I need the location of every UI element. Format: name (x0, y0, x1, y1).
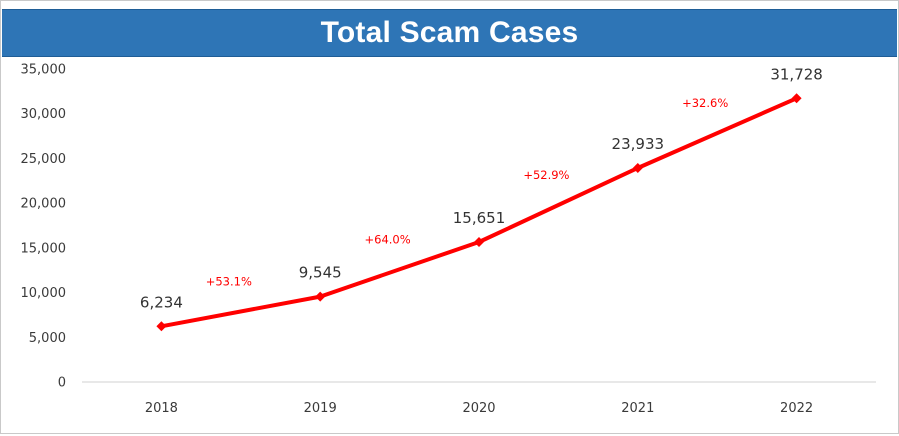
y-tick-label: 5,000 (29, 331, 66, 346)
y-axis-ticks: 0 5,000 10,000 15,000 20,000 25,000 30,000 35,0… (21, 63, 67, 391)
growth-annotations: +53.1% +64.0% +52.9% +32.6% (206, 96, 729, 288)
data-point-marker (632, 162, 643, 173)
y-tick-label: 0 (58, 376, 66, 391)
data-labels: 6,234 9,545 15,651 23,933 31,728 (140, 65, 823, 311)
x-tick-label: 2021 (621, 401, 654, 416)
y-tick-label: 35,000 (21, 63, 67, 78)
data-point-marker (315, 291, 326, 302)
y-tick-label: 15,000 (21, 241, 67, 256)
x-tick-label: 2022 (780, 401, 813, 416)
y-tick-label: 10,000 (21, 286, 67, 301)
x-tick-label: 2018 (145, 401, 178, 416)
data-label: 15,651 (453, 209, 506, 227)
growth-annotation: +53.1% (206, 274, 252, 288)
x-tick-label: 2020 (462, 401, 495, 416)
chart-title: Total Scam Cases (320, 16, 579, 49)
y-tick-label: 25,000 (21, 152, 67, 167)
y-tick-label: 30,000 (21, 107, 67, 122)
data-label: 9,545 (299, 264, 342, 282)
x-tick-label: 2019 (304, 401, 337, 416)
x-axis-ticks: 2018 2019 2020 2021 2022 (145, 401, 813, 416)
data-point-marker (474, 237, 484, 248)
data-point-marker (791, 93, 802, 104)
growth-annotation: +32.6% (682, 96, 728, 110)
chart-title-bar: Total Scam Cases (2, 9, 897, 57)
data-markers (156, 93, 802, 332)
y-tick-label: 20,000 (21, 197, 67, 212)
growth-annotation: +64.0% (365, 232, 411, 246)
data-point-marker (156, 321, 167, 332)
data-label: 23,933 (612, 135, 665, 153)
data-label: 6,234 (140, 293, 183, 311)
data-label: 31,728 (770, 65, 823, 83)
growth-annotation: +52.9% (523, 168, 569, 182)
